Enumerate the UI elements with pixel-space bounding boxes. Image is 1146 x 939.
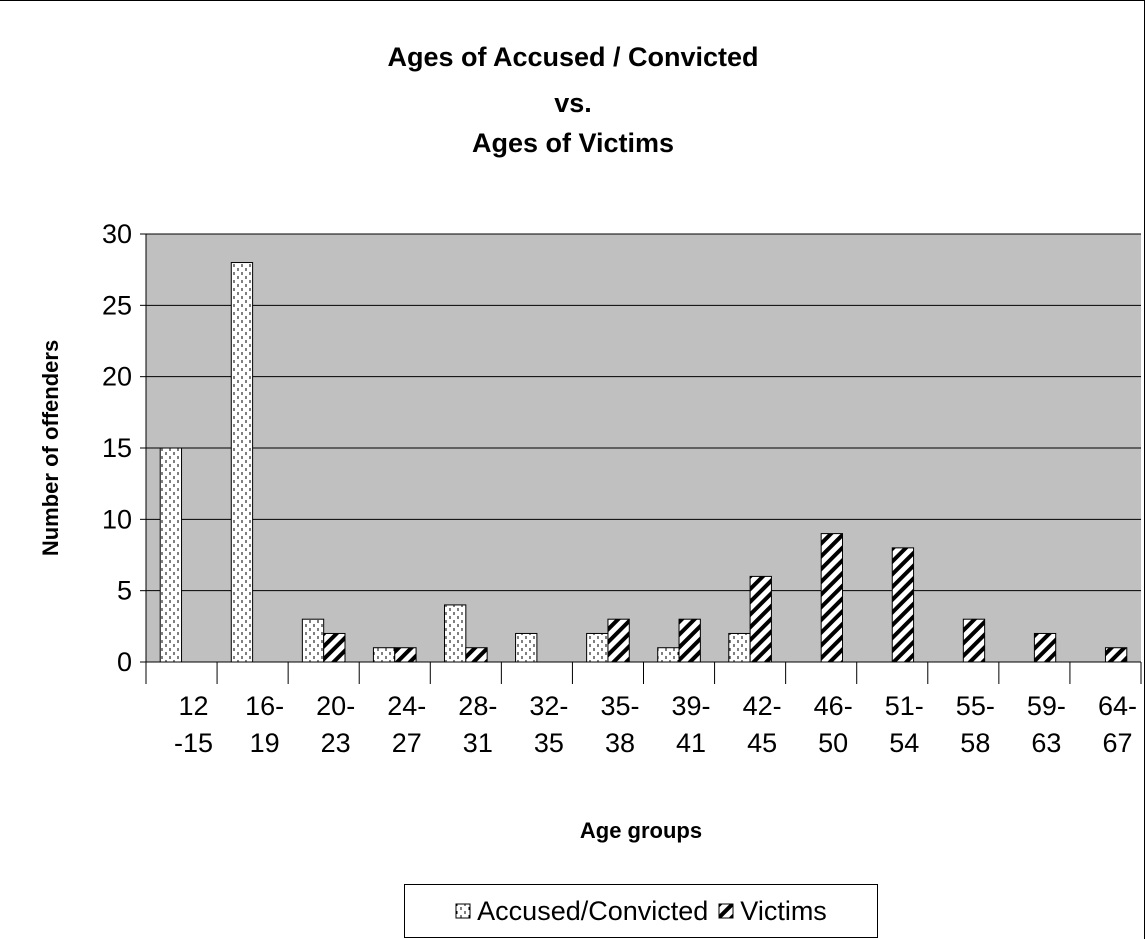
y-tick-label: 10 — [102, 504, 132, 534]
x-tick-label: 55-58 — [956, 691, 995, 758]
bar-victims — [962, 618, 986, 663]
bar-accused — [301, 618, 325, 663]
x-axis-title: Age groups — [580, 818, 702, 843]
bar-accused — [728, 632, 751, 663]
chart-title-line-3: Ages of Victims — [471, 128, 675, 158]
legend-swatch-accused — [455, 903, 471, 919]
x-tick-label: 12 -15 — [174, 691, 213, 758]
y-axis-title: Number of offenders — [38, 340, 63, 556]
bar-victims — [891, 547, 915, 663]
bar-accused — [159, 447, 183, 663]
y-tick-label: 5 — [117, 576, 132, 606]
x-tick-label: 28-31 — [458, 691, 497, 758]
x-tick-label: 32-35 — [529, 691, 568, 758]
x-tick-label: 35-38 — [600, 691, 639, 758]
bar-victims — [1033, 632, 1057, 663]
x-tick-label: 59-63 — [1027, 691, 1066, 758]
bar-victims — [820, 533, 844, 663]
bar-accused — [444, 604, 467, 663]
x-tick-label: 51-54 — [885, 691, 924, 758]
x-tick-label: 16-19 — [245, 691, 284, 758]
x-tick-label: 64-67 — [1098, 691, 1137, 758]
bar-victims — [749, 575, 772, 663]
bar-accused — [230, 262, 254, 663]
legend-item-accused: Accused/Convicted — [455, 896, 708, 927]
legend-item-victims: Victims — [718, 896, 827, 927]
x-tick-label: 39-41 — [672, 691, 711, 758]
bar-accused — [515, 632, 538, 663]
bar-accused — [657, 647, 680, 663]
legend-label-accused: Accused/Convicted — [477, 895, 709, 926]
legend-label-victims: Victims — [740, 895, 827, 926]
chart-title-line-2: vs. — [554, 88, 592, 118]
bar-victims — [394, 647, 417, 663]
bar-accused — [372, 647, 396, 663]
y-tick-label: 30 — [102, 219, 132, 249]
legend-swatch-victims — [718, 903, 734, 919]
bar-victims — [678, 618, 701, 663]
chart-title-line-1: Ages of Accused / Convicted — [387, 42, 759, 72]
x-tick-label: 20-23 — [316, 691, 355, 758]
bar-accused — [586, 632, 609, 663]
x-tick-label: 42-45 — [743, 691, 782, 758]
x-tick-label: 24-27 — [387, 691, 426, 758]
y-tick-label: 20 — [102, 362, 132, 392]
bar-victims — [607, 618, 630, 663]
bar-victims — [323, 632, 346, 663]
y-tick-label: 15 — [102, 433, 132, 463]
y-tick-label: 0 — [117, 647, 132, 677]
bar-victims — [1104, 647, 1128, 663]
y-tick-label: 25 — [102, 290, 132, 320]
bar-victims — [465, 647, 488, 663]
x-tick-label: 46-50 — [814, 691, 853, 758]
chart-legend: Accused/Convicted Victims — [404, 884, 878, 938]
